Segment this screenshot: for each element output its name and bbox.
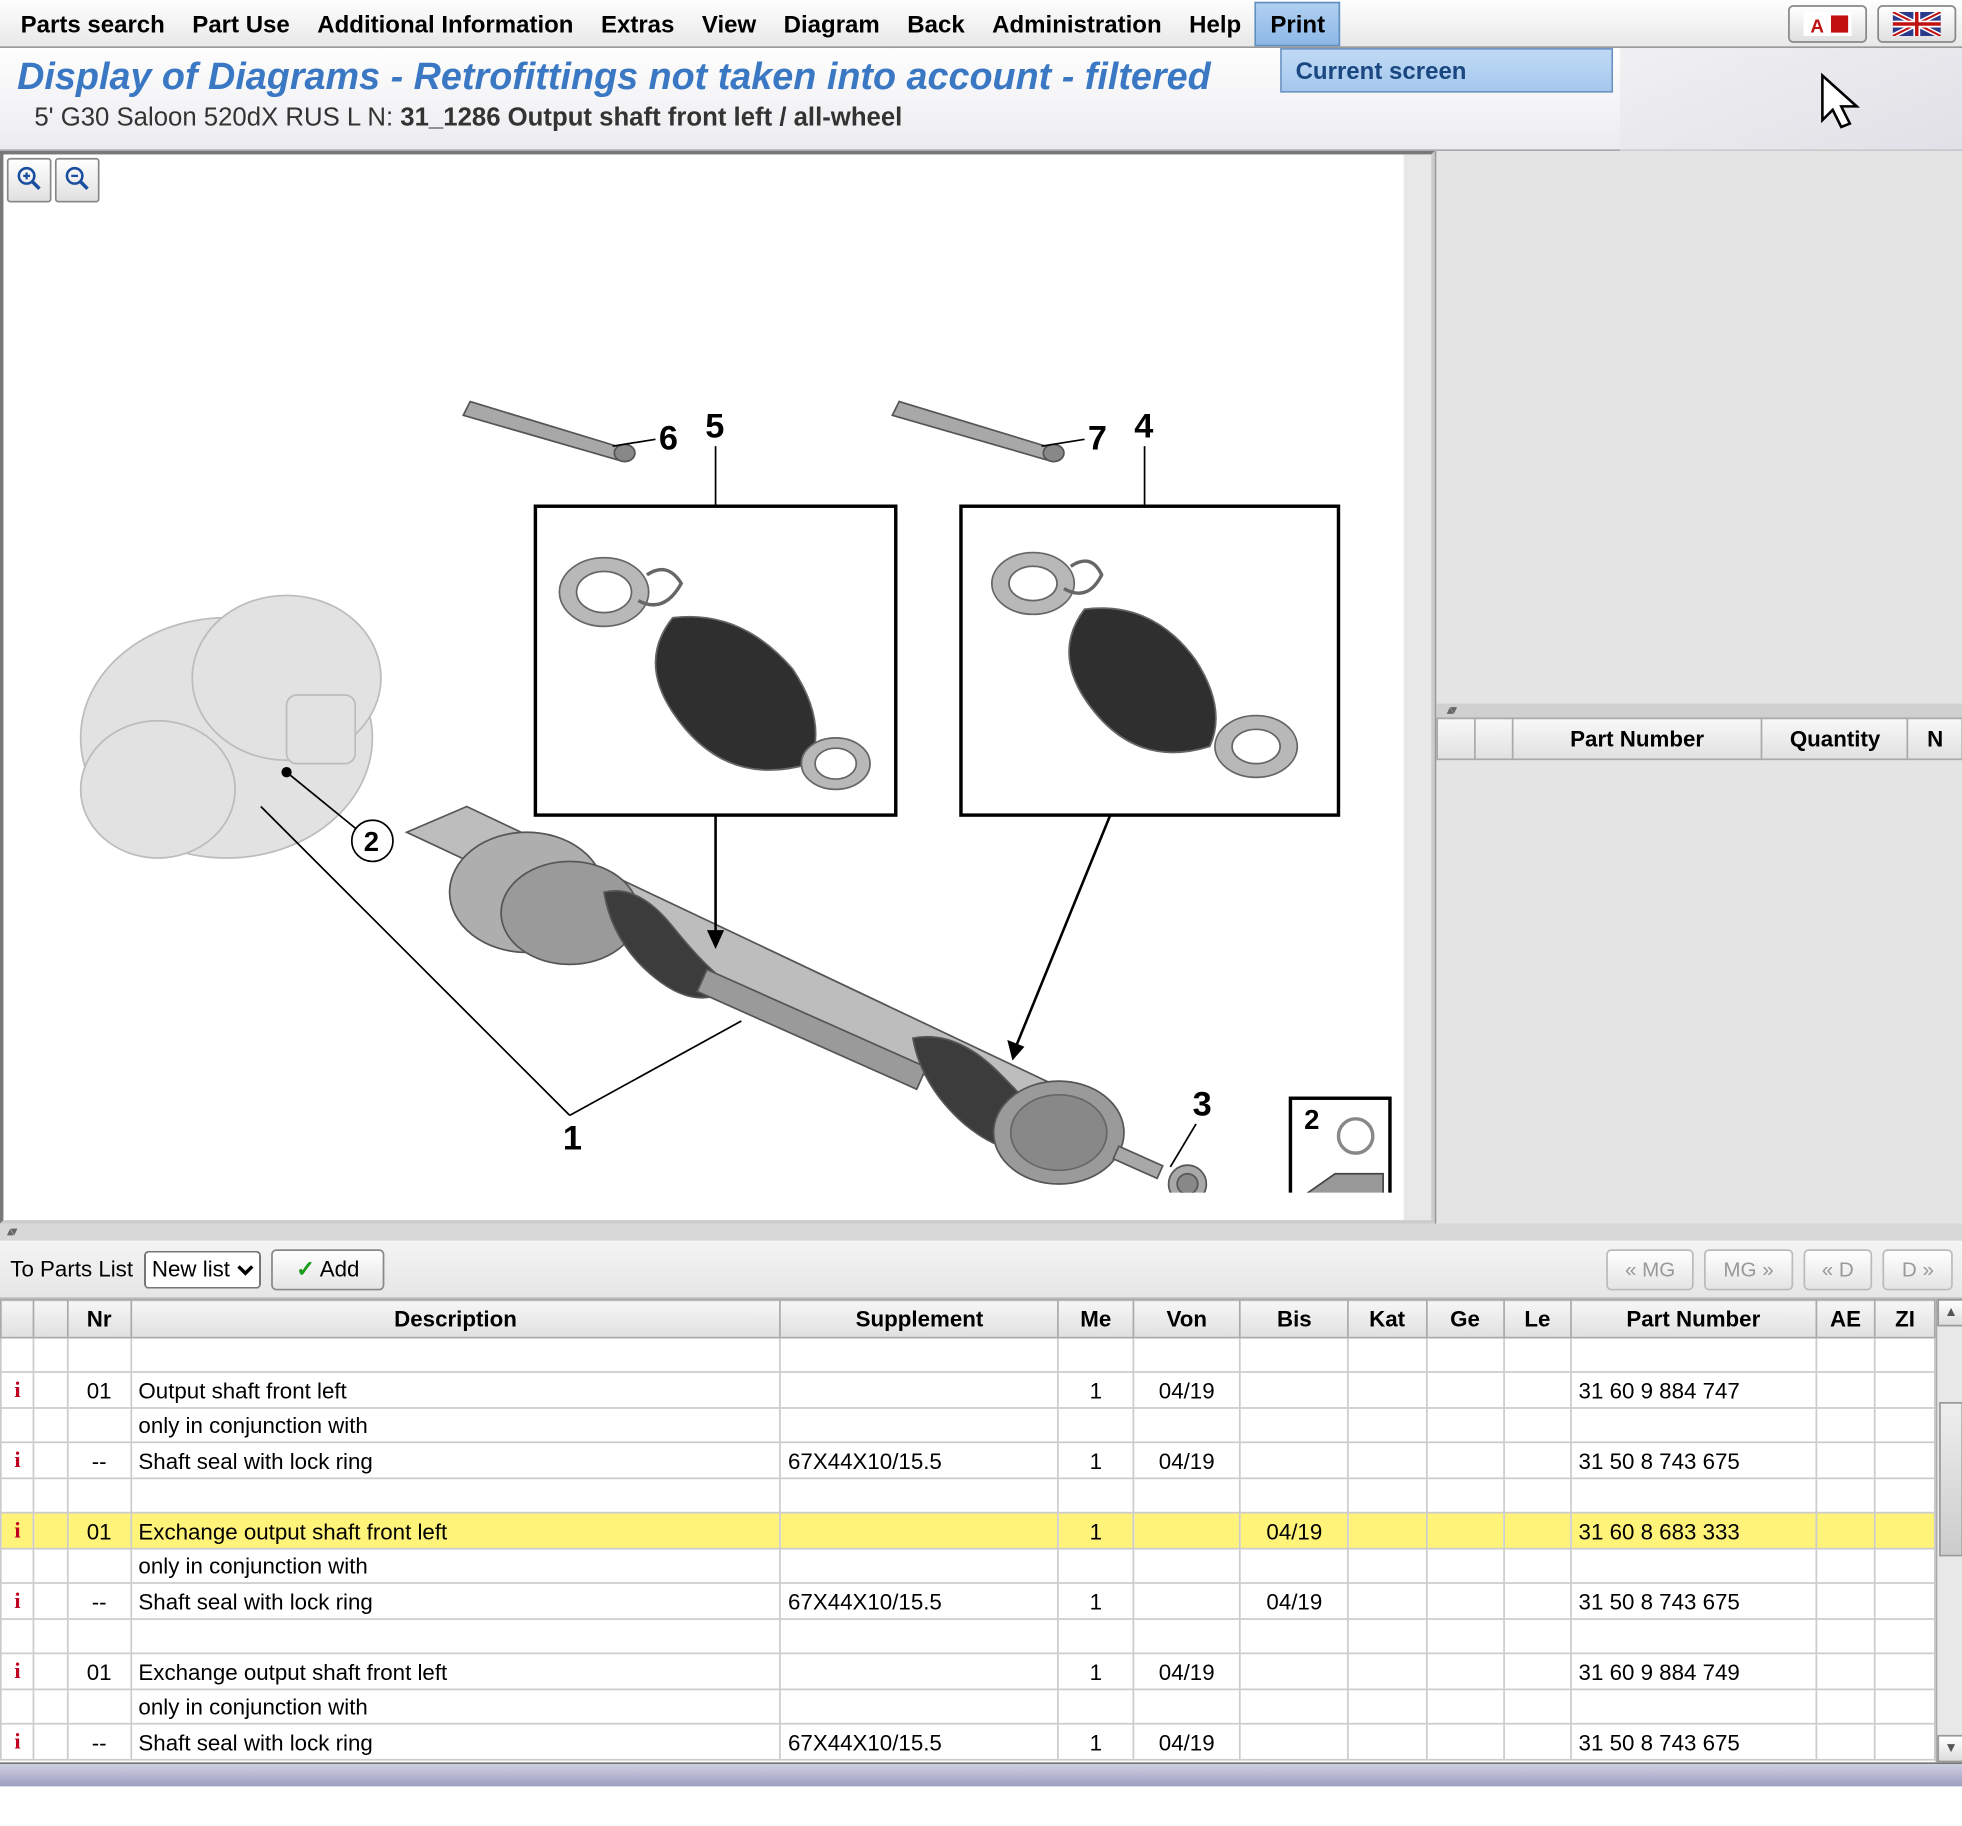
cart-col: N [1908, 718, 1962, 759]
parts-list-select[interactable]: New list [143, 1250, 260, 1288]
menu-back[interactable]: Back [894, 3, 979, 44]
menu-parts-search[interactable]: Parts search [7, 3, 179, 44]
diagram-scrollbar[interactable] [1404, 154, 1431, 1220]
cart-col [1437, 718, 1474, 759]
zoom-out-button[interactable] [55, 158, 100, 203]
add-button[interactable]: ✓ Add [270, 1248, 385, 1289]
table-row[interactable]: only in conjunction with [1, 1549, 1935, 1583]
right-panel: Part NumberQuantityN [1435, 151, 1962, 1224]
table-row[interactable]: i--Shaft seal with lock ring67X44X10/15.… [1, 1583, 1935, 1619]
table-row[interactable] [1, 1478, 1935, 1512]
svg-text:2: 2 [364, 826, 379, 857]
parts-list-toolbar: To Parts List New list ✓ Add « MG MG » «… [0, 1241, 1962, 1299]
svg-text:6: 6 [659, 420, 678, 458]
zoom-in-button[interactable] [7, 158, 52, 203]
menu-diagram[interactable]: Diagram [770, 3, 894, 44]
svg-text:2: 2 [1304, 1104, 1319, 1135]
right-panel-splitter[interactable] [1436, 704, 1962, 718]
cart-col: Quantity [1762, 718, 1908, 759]
parts-col-me[interactable]: Me [1059, 1300, 1133, 1338]
scroll-thumb[interactable] [1939, 1402, 1962, 1556]
flag-button-1[interactable]: A [1788, 4, 1867, 42]
parts-col-blank[interactable] [34, 1300, 67, 1338]
table-row[interactable] [1, 1338, 1935, 1372]
table-row[interactable]: only in conjunction with [1, 1408, 1935, 1442]
cart-col: Part Number [1512, 718, 1762, 759]
svg-text:4: 4 [1134, 408, 1153, 446]
table-row[interactable]: i--Shaft seal with lock ring67X44X10/15.… [1, 1724, 1935, 1760]
cart-col [1475, 718, 1512, 759]
table-row[interactable]: i--Shaft seal with lock ring67X44X10/15.… [1, 1442, 1935, 1478]
parts-col-le[interactable]: Le [1504, 1300, 1571, 1338]
table-row[interactable]: i01Exchange output shaft front left104/1… [1, 1513, 1935, 1549]
parts-col-supplement[interactable]: Supplement [780, 1300, 1058, 1338]
parts-col-kat[interactable]: Kat [1348, 1300, 1426, 1338]
flag-button-2[interactable] [1877, 4, 1956, 42]
menu-print[interactable]: Print [1255, 1, 1341, 46]
menu-bar: Parts searchPart UseAdditional Informati… [0, 0, 1962, 48]
print-menu-current-screen[interactable]: Current screen [1280, 48, 1613, 93]
part-diagram: 1 2 3 2 460919 [21, 257, 1394, 1192]
svg-text:7: 7 [1088, 420, 1107, 458]
scroll-down-icon[interactable]: ▼ [1937, 1735, 1962, 1762]
header-decoration [1620, 48, 1962, 151]
parts-col-ae[interactable]: AE [1816, 1300, 1875, 1338]
parts-col-zi[interactable]: ZI [1875, 1300, 1935, 1338]
svg-text:3: 3 [1193, 1085, 1212, 1123]
menu-help[interactable]: Help [1175, 3, 1255, 44]
svg-text:5: 5 [705, 408, 724, 446]
scroll-up-icon[interactable]: ▲ [1937, 1299, 1962, 1326]
parts-col-ge[interactable]: Ge [1426, 1300, 1504, 1338]
parts-col-von[interactable]: Von [1133, 1300, 1241, 1338]
parts-table: NrDescriptionSupplementMeVonBisKatGeLePa… [0, 1299, 1936, 1761]
svg-text:1: 1 [563, 1120, 582, 1158]
status-bar [0, 1762, 1962, 1786]
title-bar: Display of Diagrams - Retrofittings not … [0, 48, 1962, 151]
parts-col-blank[interactable] [1, 1300, 34, 1338]
parts-col-bis[interactable]: Bis [1241, 1300, 1349, 1338]
parts-table-scrollbar[interactable]: ▲ ▼ [1936, 1299, 1962, 1762]
menu-extras[interactable]: Extras [587, 3, 688, 44]
nav-d-next[interactable]: D » [1883, 1248, 1953, 1289]
menu-administration[interactable]: Administration [978, 3, 1175, 44]
diagram-pane: 1 2 3 2 460919 [0, 151, 1435, 1224]
nav-d-prev[interactable]: « D [1803, 1248, 1873, 1289]
nav-mg-prev[interactable]: « MG [1606, 1248, 1694, 1289]
svg-text:A: A [1810, 15, 1824, 35]
cursor-icon [1809, 69, 1878, 138]
table-row[interactable] [1, 1619, 1935, 1653]
table-row[interactable]: i01Output shaft front left104/1931 60 9 … [1, 1372, 1935, 1408]
table-row[interactable]: only in conjunction with [1, 1689, 1935, 1723]
parts-col-description[interactable]: Description [131, 1300, 781, 1338]
cart-table: Part NumberQuantityN [1436, 717, 1962, 760]
horizontal-splitter[interactable] [0, 1224, 1962, 1241]
menu-additional-information[interactable]: Additional Information [304, 3, 588, 44]
parts-col-part-number[interactable]: Part Number [1571, 1300, 1816, 1338]
parts-col-nr[interactable]: Nr [68, 1300, 131, 1338]
menu-part-use[interactable]: Part Use [179, 3, 304, 44]
menu-view[interactable]: View [688, 3, 770, 44]
to-parts-list-label: To Parts List [10, 1256, 133, 1282]
nav-mg-next[interactable]: MG » [1704, 1248, 1792, 1289]
table-row[interactable]: i01Exchange output shaft front left104/1… [1, 1653, 1935, 1689]
